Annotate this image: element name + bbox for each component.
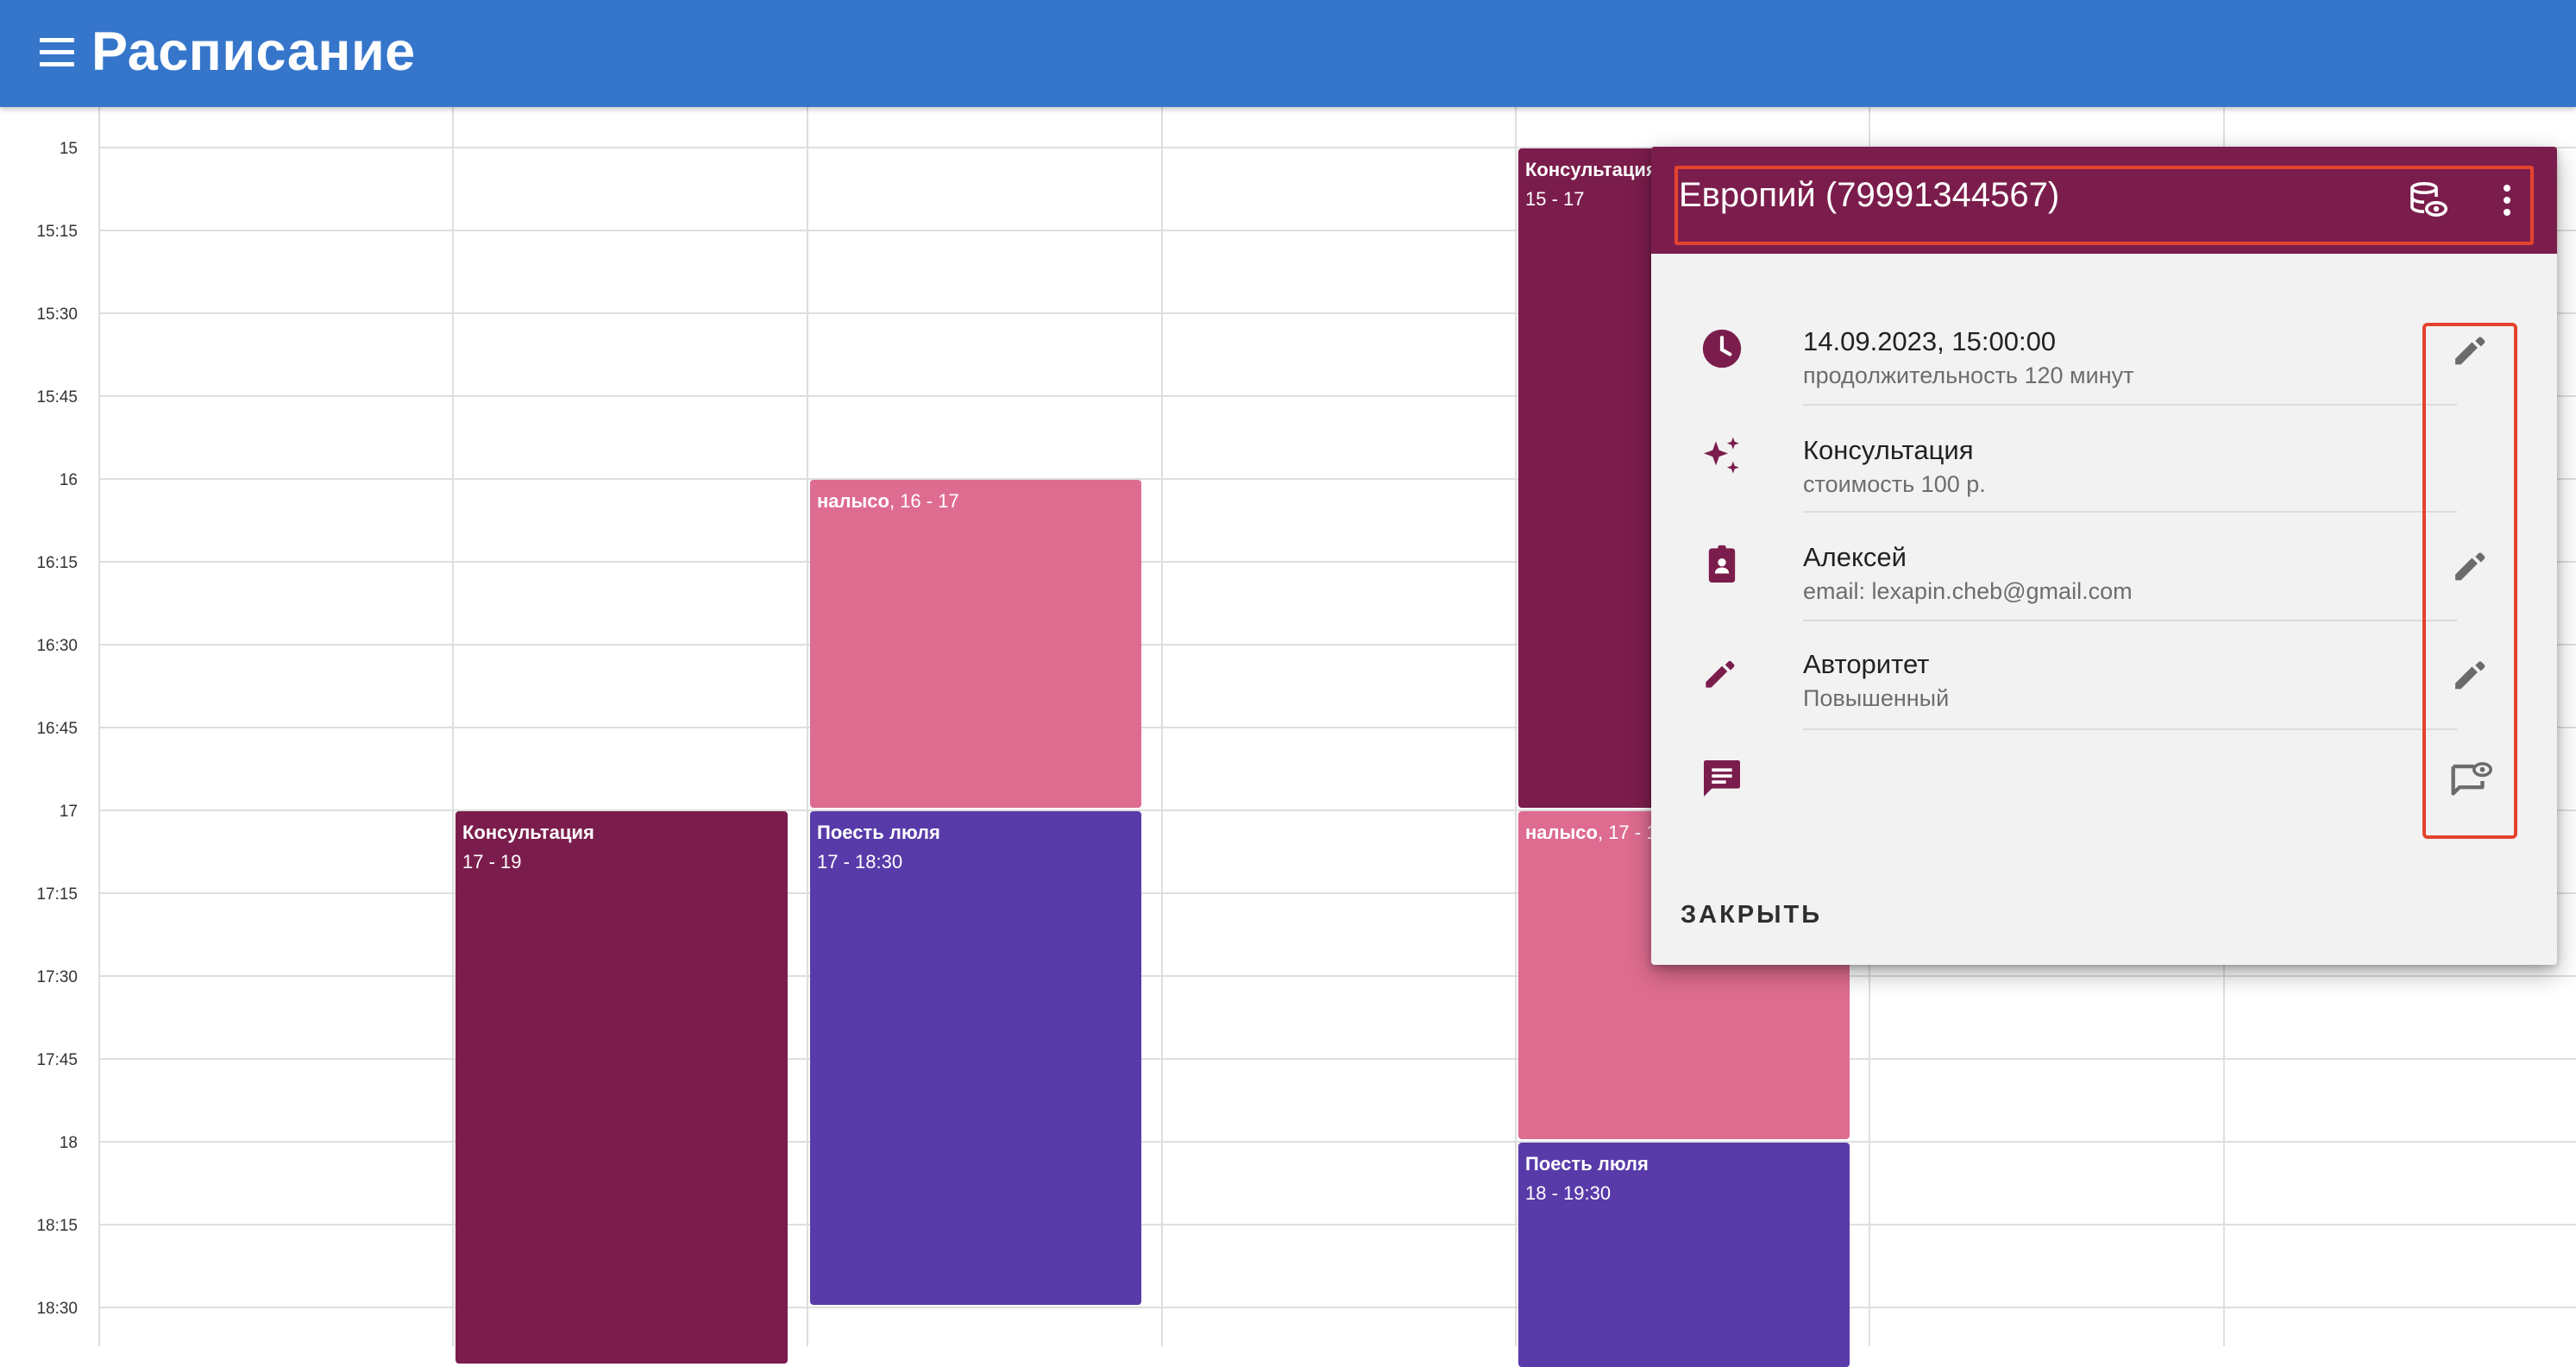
badge-icon <box>1698 540 1746 589</box>
time-label: 18:15 <box>36 1217 78 1235</box>
event-title: Консультация <box>1525 159 1657 180</box>
event-card[interactable]: Консультация 17 - 19 <box>456 811 788 1364</box>
time-label: 15 <box>59 140 78 158</box>
edit-icon <box>2455 552 2485 581</box>
time-label: 16:30 <box>36 637 78 655</box>
info-primary: Консультация <box>1803 435 1974 465</box>
highlight-outline <box>1674 166 2534 245</box>
edit-status-button[interactable] <box>2445 647 2495 697</box>
page-title: Расписание <box>91 22 416 82</box>
divider <box>1803 511 2457 513</box>
dialog-header: Европий (79991344567) <box>1651 147 2557 254</box>
sparkles-icon <box>1698 433 1746 482</box>
time-label: 17:15 <box>36 885 78 904</box>
database-view-icon[interactable] <box>2407 180 2448 221</box>
time-label: 16:15 <box>36 554 78 572</box>
menu-icon[interactable] <box>40 38 74 67</box>
info-row-specialist: Алексей email: lexapin.cheb@gmail.com <box>1651 533 2557 640</box>
info-row-status: Авторитет Повышенный <box>1651 642 2557 749</box>
event-time: 17 - 19 <box>462 851 522 872</box>
info-primary: 14.09.2023, 15:00:00 <box>1803 326 2057 356</box>
time-label: 17:30 <box>36 968 78 986</box>
client-title: Европий (79991344567) <box>1679 176 2060 214</box>
event-title: налысо <box>817 490 889 512</box>
pencil-icon <box>1698 647 1746 696</box>
event-time: 18 - 19:30 <box>1525 1182 1612 1204</box>
comment-icon <box>1698 754 1746 803</box>
info-secondary: стоимость 100 р. <box>1803 471 1986 497</box>
info-secondary: Повышенный <box>1803 685 1950 711</box>
event-title: Консультация <box>462 822 594 843</box>
info-primary: Авторитет <box>1803 649 1930 679</box>
event-time: 15 - 17 <box>1525 188 1585 210</box>
info-secondary: email: lexapin.cheb@gmail.com <box>1803 578 2133 604</box>
time-label: 15:15 <box>36 223 78 241</box>
time-label: 15:45 <box>36 388 78 406</box>
event-title: Поесть люля <box>1525 1153 1649 1175</box>
info-row-comment <box>1651 751 2557 858</box>
divider <box>1803 728 2457 730</box>
divider <box>1803 404 2457 406</box>
close-button[interactable]: ЗАКРЫТЬ <box>1681 901 1823 929</box>
info-secondary: продолжительность 120 минут <box>1803 362 2134 388</box>
event-details-dialog: Европий (79991344567) 14.09.2023, <box>1651 147 2557 965</box>
time-label: 17 <box>59 803 78 821</box>
info-row-service: Консультация стоимость 100 р. <box>1651 426 2557 533</box>
app-bar: Расписание <box>0 0 2576 107</box>
info-primary: Алексей <box>1803 542 1907 572</box>
time-label: 16:45 <box>36 720 78 738</box>
view-comment-button[interactable] <box>2445 756 2495 806</box>
comment-view-icon <box>2451 762 2492 796</box>
event-title: налысо <box>1525 822 1598 843</box>
time-label: 15:30 <box>36 306 78 324</box>
info-row-datetime: 14.09.2023, 15:00:00 продолжительность 1… <box>1651 319 2557 426</box>
clock-icon <box>1698 324 1746 373</box>
time-label: 18:30 <box>36 1300 78 1318</box>
event-time: 17 - 18:30 <box>817 851 903 872</box>
divider <box>1803 620 2457 621</box>
edit-specialist-button[interactable] <box>2445 539 2495 589</box>
event-card[interactable]: налысо, 16 - 17 <box>810 480 1141 808</box>
time-label: 17:45 <box>36 1051 78 1069</box>
event-card[interactable]: Поесть люля 18 - 19:30 <box>1518 1143 1850 1367</box>
edit-icon <box>2455 337 2485 365</box>
event-title: Поесть люля <box>817 822 940 843</box>
event-card[interactable]: Поесть люля 17 - 18:30 <box>810 811 1141 1305</box>
time-label: 18 <box>59 1134 78 1152</box>
edit-icon <box>2455 661 2485 690</box>
event-time: , 16 - 17 <box>889 490 959 512</box>
time-label: 16 <box>59 471 78 489</box>
more-vert-icon[interactable] <box>2486 180 2528 221</box>
edit-datetime-button[interactable] <box>2445 323 2495 373</box>
highlight-outline <box>2422 323 2517 839</box>
